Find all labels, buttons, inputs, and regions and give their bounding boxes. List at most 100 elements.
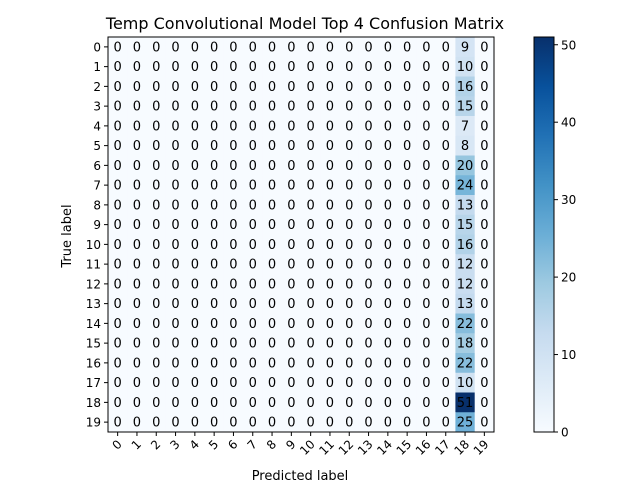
cell-label-19-18: 25 <box>457 416 474 431</box>
cell-label-18-8: 0 <box>268 396 276 411</box>
cell-label-10-16: 0 <box>422 238 430 253</box>
cell-label-0-10: 0 <box>307 40 315 55</box>
cell-11-13 <box>358 254 379 275</box>
cell-1-5 <box>204 56 225 77</box>
cell-16-4 <box>185 353 205 374</box>
cell-label-4-9: 0 <box>287 119 295 134</box>
x-tick-label: 17 <box>432 437 453 458</box>
cell-label-18-16: 0 <box>422 396 430 411</box>
cell-label-5-19: 0 <box>480 139 488 154</box>
cell-6-17 <box>436 155 456 176</box>
cell-4-1 <box>127 116 147 137</box>
cell-16-17 <box>436 353 456 374</box>
cell-label-6-5: 0 <box>210 159 218 174</box>
cell-label-10-3: 0 <box>171 238 179 253</box>
cell-6-4 <box>185 155 205 176</box>
cell-label-17-10: 0 <box>307 376 315 391</box>
cell-14-4 <box>185 313 205 334</box>
cell-label-13-15: 0 <box>403 297 411 312</box>
cell-9-8 <box>262 214 283 235</box>
cell-label-15-16: 0 <box>422 337 430 352</box>
cell-label-0-13: 0 <box>364 40 372 55</box>
cell-label-12-18: 12 <box>457 277 474 292</box>
cell-4-9 <box>281 116 302 137</box>
cell-8-6 <box>223 195 244 216</box>
cell-label-11-14: 0 <box>384 258 392 273</box>
cell-4-13 <box>358 116 379 137</box>
cell-label-18-5: 0 <box>210 396 218 411</box>
cell-label-7-19: 0 <box>480 179 488 194</box>
cell-17-8 <box>262 372 283 393</box>
cell-label-12-8: 0 <box>268 277 276 292</box>
cell-label-17-16: 0 <box>422 376 430 391</box>
cell-2-17 <box>436 76 456 97</box>
cell-label-11-2: 0 <box>152 258 160 273</box>
cell-label-8-18: 13 <box>457 198 474 213</box>
cell-label-15-4: 0 <box>191 337 199 352</box>
cell-13-16 <box>416 293 437 314</box>
cell-label-1-1: 0 <box>133 60 141 75</box>
cell-5-12 <box>339 135 360 156</box>
cell-label-17-4: 0 <box>191 376 199 391</box>
cell-9-1 <box>127 214 147 235</box>
cell-5-0 <box>108 135 128 156</box>
cell-label-6-14: 0 <box>384 159 392 174</box>
cell-15-16 <box>416 333 437 354</box>
y-tick-label: 12 <box>86 277 101 291</box>
cell-label-6-4: 0 <box>191 159 199 174</box>
cell-label-15-15: 0 <box>403 337 411 352</box>
cell-2-10 <box>301 76 321 97</box>
cell-18-15 <box>397 392 418 413</box>
cell-label-9-11: 0 <box>326 218 334 233</box>
cell-13-15 <box>397 293 418 314</box>
colorbar-tick-label: 0 <box>561 426 569 440</box>
cell-18-9 <box>281 392 302 413</box>
cell-label-16-18: 22 <box>457 356 474 371</box>
cell-label-5-13: 0 <box>364 139 372 154</box>
cell-2-7 <box>243 76 263 97</box>
cell-label-1-0: 0 <box>114 60 122 75</box>
cell-13-2 <box>146 293 167 314</box>
cell-label-16-9: 0 <box>287 356 295 371</box>
cell-16-1 <box>127 353 147 374</box>
cell-label-4-17: 0 <box>442 119 450 134</box>
colorbar-ticks: 0 10 20 30 40 50 <box>554 38 576 440</box>
cell-14-2 <box>146 313 167 334</box>
cell-19-15 <box>397 412 418 433</box>
cell-18-17 <box>436 392 456 413</box>
x-tick-label: 13 <box>355 437 376 458</box>
cell-12-15 <box>397 274 418 295</box>
cell-2-4 <box>185 76 205 97</box>
cell-label-14-2: 0 <box>152 317 160 332</box>
cell-4-3 <box>165 116 186 137</box>
cell-label-3-10: 0 <box>307 100 315 115</box>
cell-label-2-15: 0 <box>403 80 411 95</box>
cell-3-10 <box>301 96 321 117</box>
cell-label-15-13: 0 <box>364 337 372 352</box>
cell-0-15 <box>397 37 418 58</box>
cell-13-7 <box>243 293 263 314</box>
cell-10-13 <box>358 234 379 255</box>
cell-label-11-10: 0 <box>307 258 315 273</box>
cell-label-14-10: 0 <box>307 317 315 332</box>
cell-label-18-6: 0 <box>229 396 237 411</box>
cell-3-14 <box>378 96 398 117</box>
cell-label-13-17: 0 <box>442 297 450 312</box>
cell-label-12-2: 0 <box>152 277 160 292</box>
cell-label-3-18: 15 <box>457 100 474 115</box>
cell-label-1-13: 0 <box>364 60 372 75</box>
cell-label-17-7: 0 <box>249 376 257 391</box>
cell-11-14 <box>378 254 398 275</box>
cell-label-1-3: 0 <box>171 60 179 75</box>
cell-label-4-4: 0 <box>191 119 199 134</box>
cell-label-6-16: 0 <box>422 159 430 174</box>
cell-11-9 <box>281 254 302 275</box>
cell-0-0 <box>108 37 128 58</box>
cell-1-19 <box>474 56 495 77</box>
cell-label-6-1: 0 <box>133 159 141 174</box>
cell-14-17 <box>436 313 456 334</box>
cell-label-6-19: 0 <box>480 159 488 174</box>
cell-19-1 <box>127 412 147 433</box>
cell-label-5-3: 0 <box>171 139 179 154</box>
cell-label-19-8: 0 <box>268 416 276 431</box>
